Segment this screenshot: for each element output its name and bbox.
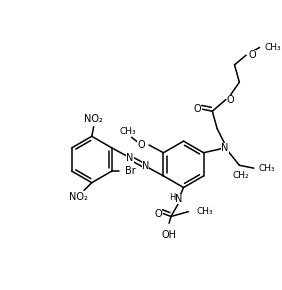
Text: CH₃: CH₃ <box>196 207 213 216</box>
Text: Br: Br <box>125 166 136 176</box>
Text: CH₃: CH₃ <box>265 43 281 52</box>
Text: N: N <box>142 161 149 171</box>
Text: O: O <box>138 140 145 150</box>
Text: NO₂: NO₂ <box>84 114 103 124</box>
Text: CH₂: CH₂ <box>233 171 250 180</box>
Text: O: O <box>248 50 256 60</box>
Text: O: O <box>155 209 162 219</box>
Text: OH: OH <box>162 230 177 240</box>
Text: NO₂: NO₂ <box>69 192 88 202</box>
Text: O: O <box>193 104 201 114</box>
Text: CH₃: CH₃ <box>119 127 136 136</box>
Text: N: N <box>175 194 182 204</box>
Text: H: H <box>169 193 175 202</box>
Text: N: N <box>221 143 228 153</box>
Text: O: O <box>227 95 234 105</box>
Text: N: N <box>126 153 134 163</box>
Text: CH₃: CH₃ <box>259 164 275 173</box>
